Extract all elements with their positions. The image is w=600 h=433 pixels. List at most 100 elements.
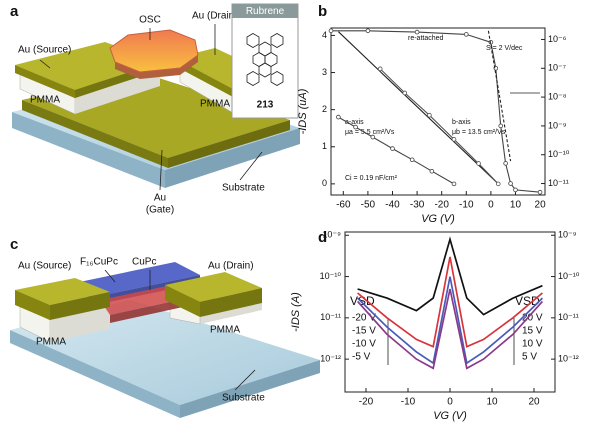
data-point — [451, 137, 457, 142]
panel-label: a — [10, 3, 19, 20]
data-point — [414, 29, 420, 35]
y2-tick-label: 10⁻⁷ — [548, 63, 566, 73]
x-tick-label: -10 — [459, 200, 474, 211]
drain-label: Au (Drain) — [192, 11, 238, 22]
schematic-a: a Au (Source) OSC Au (Drain) PMMA PMMA A… — [10, 3, 300, 216]
gate-label: (Gate) — [146, 205, 174, 216]
molecule-structure — [246, 33, 284, 86]
y2-tick-label: 10⁻¹⁰ — [548, 149, 570, 159]
annotation: a-axis — [345, 119, 364, 126]
data-point — [429, 168, 435, 174]
x-tick-label: -50 — [361, 200, 376, 211]
plot-frame — [330, 27, 546, 196]
y-tick-label: 10⁻¹¹ — [320, 312, 341, 322]
x-axis-title: VG (V) — [421, 213, 455, 225]
data-point — [390, 146, 395, 151]
data-point — [508, 181, 513, 186]
molecule-box — [231, 3, 299, 119]
vsd-label: 20 V — [522, 313, 543, 324]
y-axis-title: -IDS (uA) — [297, 88, 309, 134]
pmma-label: PMMA — [30, 95, 60, 106]
data-point — [451, 181, 457, 187]
x-tick-label: -60 — [336, 200, 351, 211]
series-line — [379, 68, 499, 185]
data-point — [513, 187, 518, 193]
panel-label: c — [10, 236, 18, 253]
y-tick-label: 3 — [322, 67, 327, 77]
x-tick-label: 20 — [528, 397, 540, 408]
y2-tick-label: 10⁻¹² — [558, 354, 579, 364]
gate-label: Au — [154, 193, 166, 204]
data-point — [370, 134, 376, 140]
annotation: μa = 5.5 cm²/Vs — [345, 129, 395, 136]
annotation: re-attached — [408, 35, 444, 42]
schematic-c: c Au (Source) F₁₆CuPc CuPc Au (Drain) PM… — [10, 236, 320, 418]
data-point — [353, 124, 358, 130]
annotation: S = 2 V/dec — [486, 45, 523, 52]
y-tick-label: 10⁻¹² — [320, 354, 341, 364]
x-tick-label: 0 — [447, 397, 453, 408]
data-point — [503, 161, 508, 166]
data-point — [463, 32, 469, 37]
pmma-label: PMMA — [36, 337, 66, 348]
y-tick-label: 10⁻¹⁰ — [320, 271, 342, 281]
series-line — [357, 256, 543, 348]
y2-tick-label: 10⁻⁶ — [548, 34, 567, 44]
data-point — [328, 28, 334, 34]
chart-d-annotations: VSD -20 V -15 V -10 V -5 V VSD 20 V 15 V… — [350, 294, 543, 365]
data-point — [476, 161, 481, 166]
series-line — [357, 236, 543, 316]
vsd-label: -20 V — [352, 313, 376, 324]
series-line — [338, 31, 499, 185]
molecule-number: 213 — [257, 100, 274, 111]
y-tick-label: 1 — [322, 141, 327, 151]
molecule-header — [232, 4, 298, 18]
series-line — [357, 276, 543, 365]
source-label: Au (Source) — [18, 45, 71, 56]
osc-label: OSC — [139, 15, 161, 26]
series-line — [487, 30, 512, 162]
vsd-label: 15 V — [522, 326, 543, 337]
annotation: b-axis — [452, 119, 471, 126]
pmma-label: PMMA — [200, 99, 230, 110]
substrate-label: Substrate — [222, 393, 265, 404]
drain-label: Au (Drain) — [208, 261, 254, 272]
x-tick-label: -40 — [385, 200, 400, 211]
data-point — [409, 157, 415, 163]
x-tick-label: -30 — [410, 200, 425, 211]
chart-b-annotations: re-attached S = 2 V/dec a-axis μa = 5.5 … — [345, 35, 540, 182]
semiconductor-label: CuPc — [132, 257, 156, 268]
annotation: μb = 13.5 cm²/Vs — [452, 129, 506, 136]
molecule-name: Rubrene — [246, 6, 285, 17]
data-point — [427, 112, 432, 118]
vsd-label: -15 V — [352, 326, 376, 337]
x-tick-label: 10 — [510, 200, 522, 211]
source-label: Au (Source) — [18, 261, 71, 272]
panel-label: d — [318, 229, 327, 246]
x-tick-label: 20 — [535, 200, 547, 211]
y-axis-title: -IDS (A) — [290, 292, 302, 332]
y-tick-label: 4 — [322, 30, 327, 40]
series-line — [356, 288, 544, 370]
annotation: Ci = 0.19 nF/cm² — [345, 175, 398, 182]
y-tick-label: 0 — [322, 178, 327, 188]
x-tick-label: -20 — [434, 200, 449, 211]
y2-tick-label: 10⁻⁹ — [548, 120, 567, 130]
data-point — [498, 123, 504, 129]
x-tick-label: 0 — [488, 200, 494, 211]
y2-tick-label: 10⁻⁹ — [558, 230, 577, 240]
data-point — [377, 66, 383, 72]
vsd-title: VSD — [350, 294, 375, 308]
y-tick-label: 10⁻⁹ — [322, 230, 341, 240]
data-point — [495, 181, 501, 187]
y2-tick-label: 10⁻¹¹ — [548, 178, 569, 188]
data-point — [336, 114, 341, 120]
data-point — [402, 90, 408, 96]
vsd-label: -10 V — [352, 339, 376, 350]
data-point — [537, 189, 543, 195]
semiconductor-label: F₁₆CuPc — [80, 257, 118, 268]
vsd-label: -5 V — [352, 352, 371, 363]
panel-label: b — [318, 3, 327, 20]
vsd-label: 10 V — [522, 339, 543, 350]
